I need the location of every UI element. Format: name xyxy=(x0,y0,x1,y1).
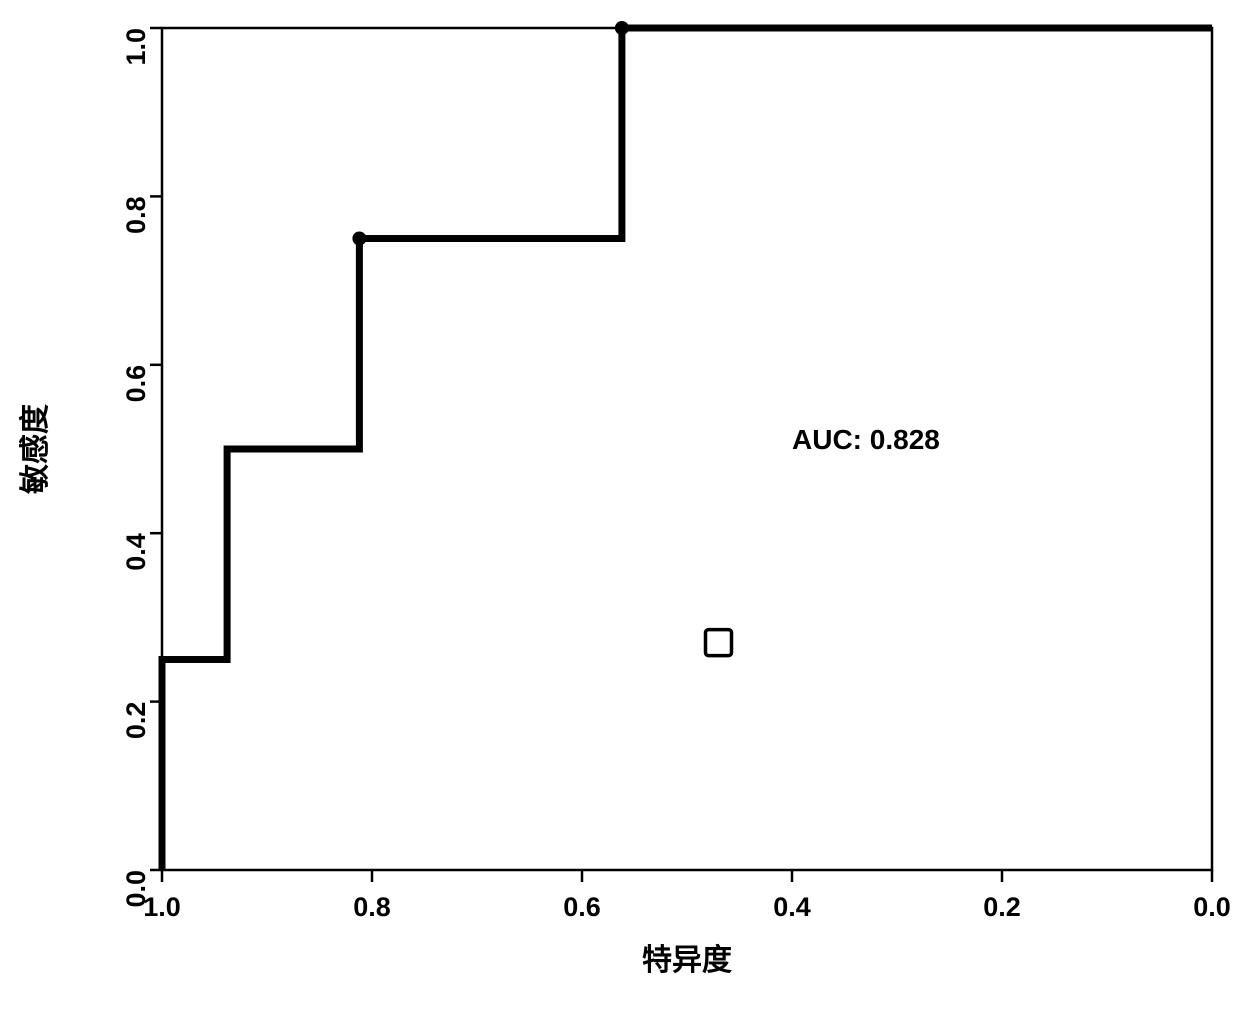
svg-text:0.4: 0.4 xyxy=(773,892,811,922)
svg-text:AUC: 0.828: AUC: 0.828 xyxy=(792,424,940,455)
svg-text:0.0: 0.0 xyxy=(1193,892,1231,922)
chart-svg: 1.00.80.60.40.20.00.00.20.40.60.81.0特异度敏… xyxy=(0,0,1240,1022)
svg-text:0.6: 0.6 xyxy=(121,365,151,403)
svg-text:0.8: 0.8 xyxy=(121,196,151,234)
svg-text:0.2: 0.2 xyxy=(121,702,151,740)
svg-text:0.2: 0.2 xyxy=(983,892,1021,922)
svg-text:0.8: 0.8 xyxy=(353,892,391,922)
svg-text:特异度: 特异度 xyxy=(642,944,732,977)
roc-chart: 1.00.80.60.40.20.00.00.20.40.60.81.0特异度敏… xyxy=(0,0,1240,1022)
svg-text:0.0: 0.0 xyxy=(121,870,151,908)
svg-text:1.0: 1.0 xyxy=(121,28,151,66)
svg-text:敏感度: 敏感度 xyxy=(19,404,52,494)
svg-text:0.6: 0.6 xyxy=(563,892,601,922)
svg-text:0.4: 0.4 xyxy=(121,533,151,571)
